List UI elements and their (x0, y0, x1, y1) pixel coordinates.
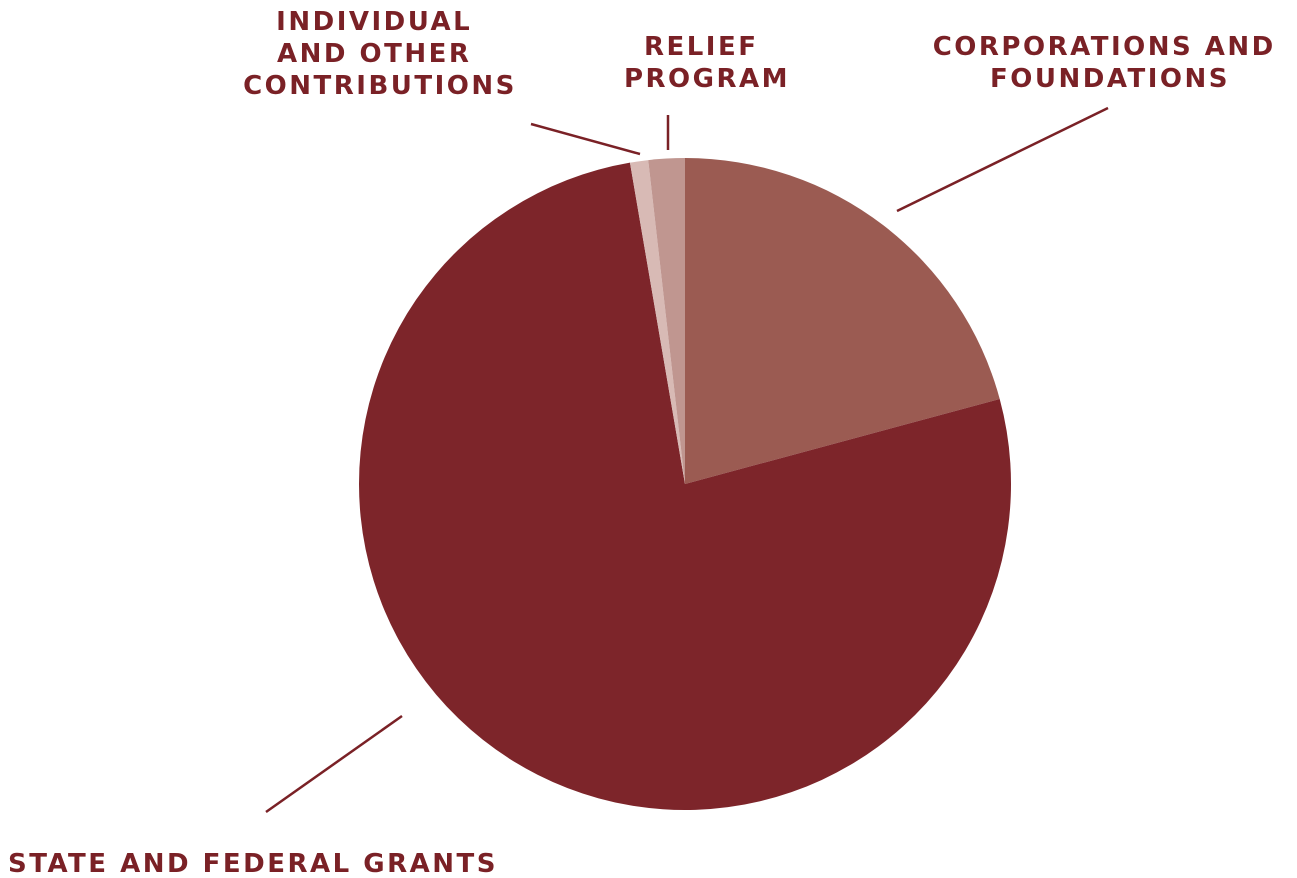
label-state-and-federal-grants: STATE AND FEDERAL GRANTS (8, 849, 498, 878)
label-corporations-and-foundations: CORPORATIONS AND FOUNDATIONS (933, 32, 1288, 94)
leader-line-corporations (896, 106, 1109, 213)
pie-slice-individual-and-other-contributions (629, 160, 685, 485)
pie-slice-corporations-and-foundations (685, 158, 1000, 484)
leader-line-individual (530, 122, 641, 156)
label-relief-program: RELIEF PROGRAM (624, 32, 790, 94)
label-individual-and-other-contributions: INDIVIDUAL AND OTHER CONTRIBUTIONS (243, 7, 517, 101)
leader-line-state-federal (265, 714, 403, 814)
pie-slice-relief-program (648, 158, 685, 484)
pie-slice-state-and-federal-grants (359, 162, 1011, 810)
leader-lines (265, 106, 1109, 814)
slice-labels: CORPORATIONS AND FOUNDATIONS STATE AND F… (8, 7, 1288, 878)
pie-slices (359, 158, 1011, 810)
